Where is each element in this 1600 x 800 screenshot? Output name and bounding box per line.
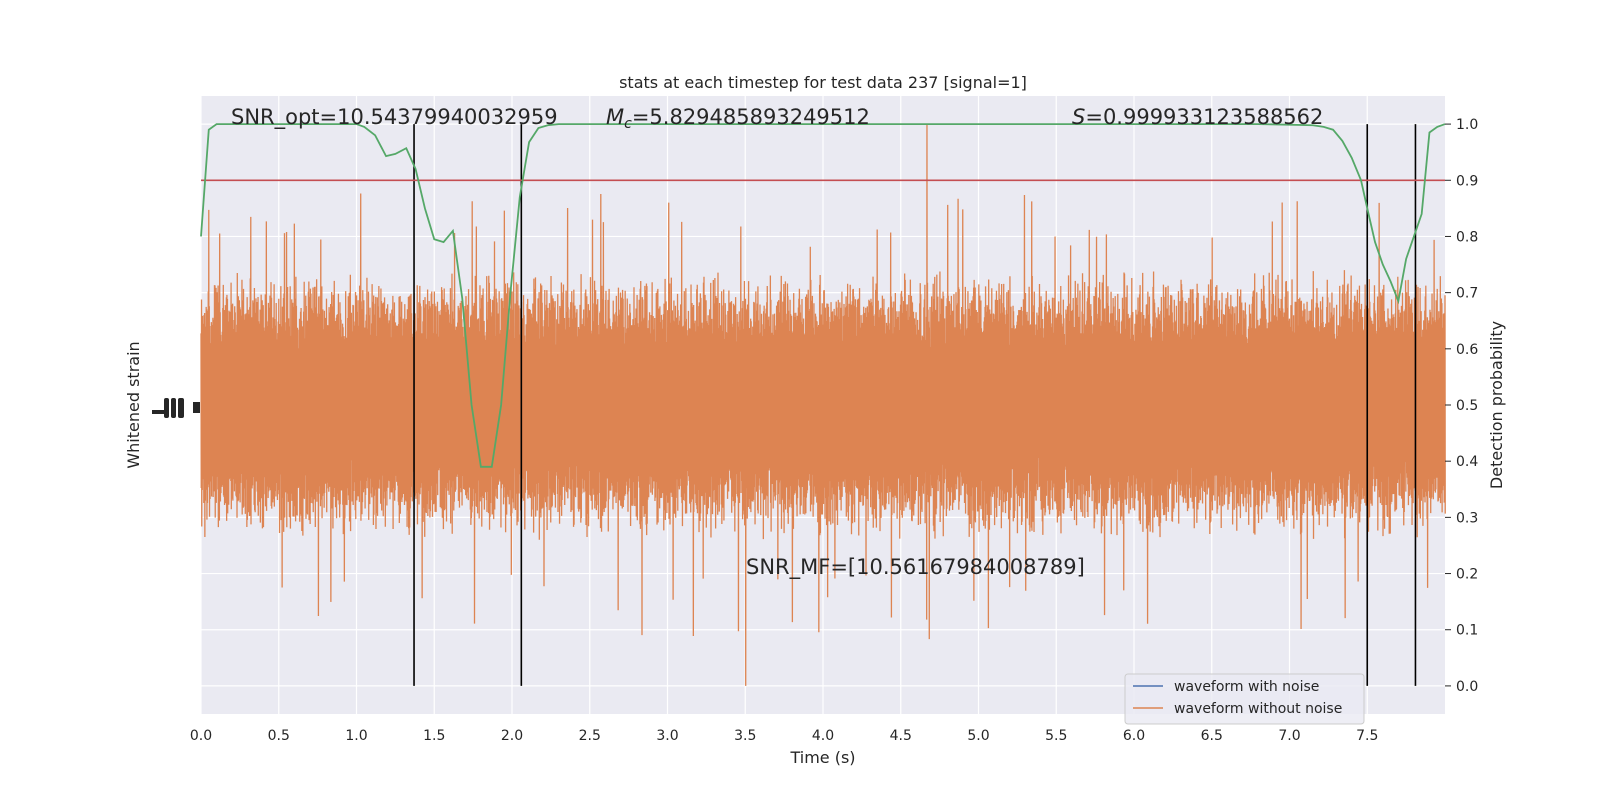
x-axis-label: Time (s) — [789, 748, 855, 767]
x-tick-label: 2.5 — [579, 728, 601, 744]
snr-mf-annotation: SNR_MF=[10.56167984008789] — [746, 555, 1085, 580]
right-tick-label: 0.8 — [1456, 229, 1478, 245]
right-tick-label: 1.0 — [1456, 117, 1478, 133]
x-tick-label: 7.0 — [1278, 728, 1300, 744]
noise-waveform-line — [200, 124, 1446, 686]
legend: waveform with noise waveform without noi… — [1124, 673, 1365, 725]
x-tick-label: 6.0 — [1123, 728, 1145, 744]
x-tick-label: 3.0 — [656, 728, 678, 744]
vertical-marker-lines — [413, 124, 1417, 686]
right-axis-ticks: 0.0 0.1 0.2 0.3 0.4 0.5 0.6 0.7 0.8 0.9 1.0 — [1445, 117, 1478, 695]
detection-probability-line — [200, 123, 1446, 468]
right-tick-label: 0.4 — [1456, 454, 1478, 470]
right-tick-label: 0.7 — [1456, 286, 1478, 302]
s-value: =0.999933123588562 — [1085, 105, 1323, 129]
chart-title: stats at each timestep for test data 237… — [619, 73, 1027, 92]
detection-probability-series — [200, 123, 1446, 468]
x-tick-label: 4.5 — [890, 728, 912, 744]
right-y-axis-label: Detection probability — [1487, 321, 1506, 489]
snr-opt-annotation: SNR_opt=10.54379940032959 — [231, 105, 558, 130]
left-axis-tick-labels — [152, 398, 200, 418]
left-y-axis-label: Whitened strain — [124, 341, 143, 468]
x-tick-label: 4.0 — [812, 728, 834, 744]
x-tick-label: 0.0 — [190, 728, 212, 744]
s-annotation: S=0.999933123588562 — [1072, 105, 1323, 129]
noise-waveform-series — [200, 124, 1446, 686]
right-tick-label: 0.5 — [1456, 398, 1478, 414]
x-tick-label: 7.5 — [1356, 728, 1378, 744]
right-tick-label: 0.6 — [1456, 342, 1478, 358]
x-tick-label: 5.5 — [1045, 728, 1067, 744]
chirp-mass-annotation: Mc=5.829485893249512 — [606, 105, 870, 132]
x-axis-ticks: 0.0 0.5 1.0 1.5 2.0 2.5 3.0 3.5 4.0 4.5 5.0 5.5 6.0 6… — [190, 728, 1379, 744]
s-symbol: S — [1072, 105, 1085, 129]
legend-label-with-noise: waveform with noise — [1174, 679, 1319, 695]
right-tick-label: 0.2 — [1456, 567, 1478, 583]
x-tick-label: 5.0 — [967, 728, 989, 744]
x-tick-label: 0.5 — [268, 728, 290, 744]
legend-box — [1124, 673, 1365, 725]
right-tick-label: 0.3 — [1456, 510, 1478, 526]
x-tick-label: 2.0 — [501, 728, 523, 744]
x-tick-label: 1.0 — [345, 728, 367, 744]
chirp-mass-symbol: M — [606, 105, 624, 129]
chirp-mass-value: =5.829485893249512 — [632, 105, 870, 129]
right-tick-label: 0.1 — [1456, 623, 1478, 639]
x-tick-label: 3.5 — [734, 728, 756, 744]
x-tick-label: 6.5 — [1201, 728, 1223, 744]
x-tick-label: 1.5 — [423, 728, 445, 744]
legend-label-without-noise: waveform without noise — [1174, 701, 1342, 717]
right-tick-label: 0.9 — [1456, 173, 1478, 189]
chirp-mass-subscript: c — [624, 116, 632, 132]
right-tick-label: 0.0 — [1456, 679, 1478, 695]
